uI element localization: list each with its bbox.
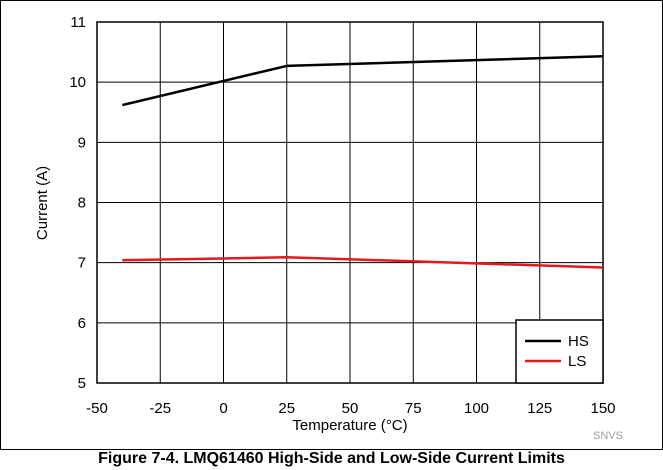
legend-box <box>515 319 604 384</box>
x-tick-label: 125 <box>527 400 552 417</box>
y-tick-label: 6 <box>78 315 86 332</box>
y-tick-label: 7 <box>78 255 86 272</box>
legend-label-ls: LS <box>568 353 586 370</box>
legend: HS LS <box>515 319 604 384</box>
y-tick-label: 11 <box>70 14 86 31</box>
x-tick-label: 100 <box>464 400 489 417</box>
y-tick-label: 5 <box>78 375 86 392</box>
y-tick-label: 8 <box>78 195 86 212</box>
figure-caption: Figure 7-4. LMQ61460 High-Side and Low-S… <box>98 450 565 467</box>
y-tick-labels: 5 6 7 8 9 10 11 <box>69 14 86 392</box>
x-tick-label: 25 <box>278 400 295 417</box>
y-tick-label: 9 <box>78 134 86 151</box>
series-line-hs <box>122 55 604 107</box>
x-tick-label: 150 <box>590 400 615 417</box>
y-tick-label: 10 <box>69 74 86 91</box>
x-tick-label: 50 <box>342 400 359 417</box>
x-tick-label: 0 <box>219 400 227 417</box>
current-limit-chart: -50 -25 0 25 50 75 100 125 150 5 6 7 8 9 10 11 Tempera… <box>0 0 663 450</box>
x-tick-label: -25 <box>149 400 171 417</box>
y-axis-label: Current (A) <box>34 166 51 240</box>
legend-label-hs: HS <box>568 333 589 350</box>
x-tick-label: -50 <box>86 400 108 417</box>
x-tick-label: 75 <box>405 400 422 417</box>
plot-area <box>96 21 604 384</box>
x-tick-labels: -50 -25 0 25 50 75 100 125 150 <box>86 400 615 417</box>
watermark-text: SNVS <box>593 430 623 442</box>
series-layer <box>122 55 604 269</box>
series-line-ls <box>122 256 604 269</box>
x-axis-label: Temperature (°C) <box>292 417 407 434</box>
